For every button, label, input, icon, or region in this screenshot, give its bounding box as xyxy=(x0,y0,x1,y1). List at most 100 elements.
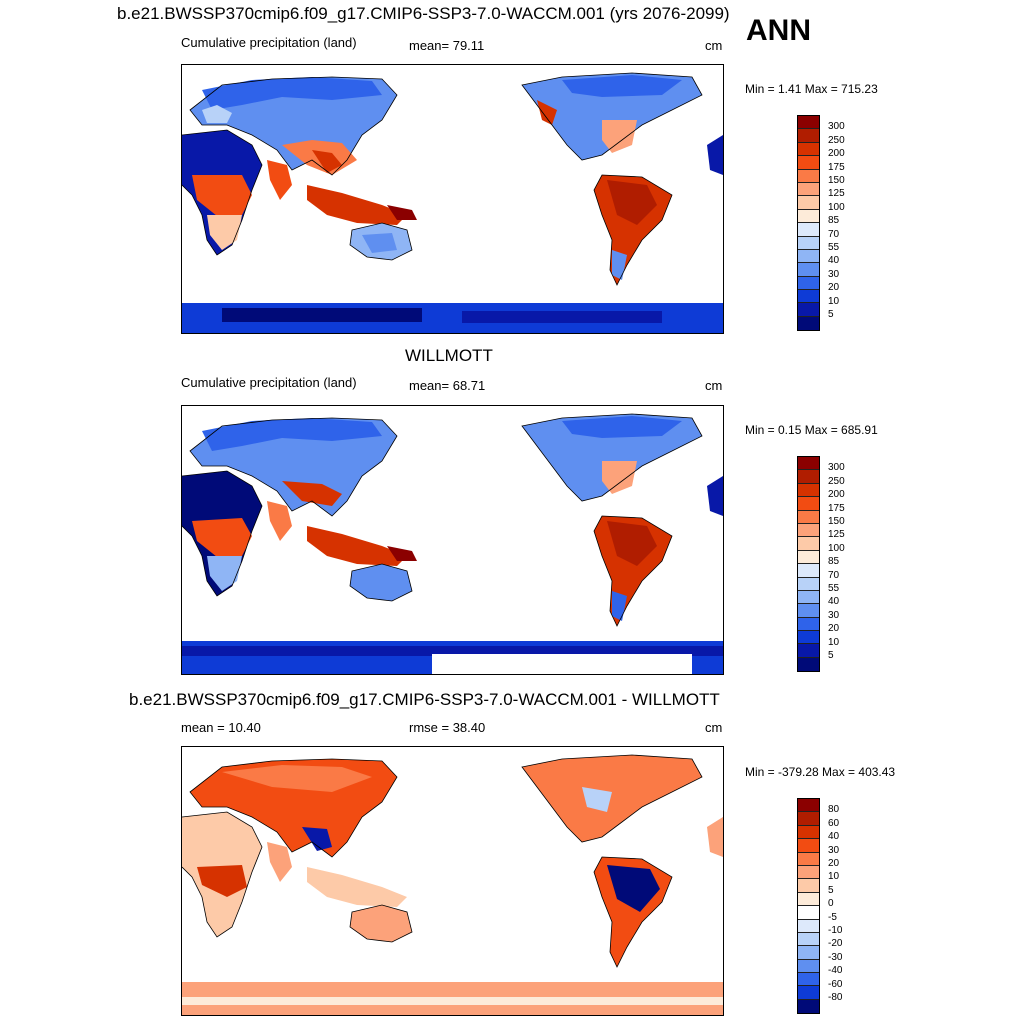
colorbar-label: 300 xyxy=(828,462,845,474)
colorbar-label: 5 xyxy=(828,309,834,320)
panel2-mean: mean= 68.71 xyxy=(409,378,486,393)
colorbar-label: 80 xyxy=(828,804,840,816)
colorbar-swatch xyxy=(798,812,819,826)
colorbar-label: 20 xyxy=(828,858,840,869)
colorbar-swatch xyxy=(798,497,819,511)
colorbar-label: 100 xyxy=(828,542,845,554)
panel1-title: b.e21.BWSSP370cmip6.f09_g17.CMIP6-SSP3-7… xyxy=(117,4,730,23)
colorbar-label: 150 xyxy=(828,516,845,527)
panel1-minmax: Min = 1.41 Max = 715.23 xyxy=(745,82,878,96)
panel3-title: b.e21.BWSSP370cmip6.f09_g17.CMIP6-SSP3-7… xyxy=(129,690,720,709)
panel2-title: WILLMOTT xyxy=(405,346,493,365)
colorbar-label: 125 xyxy=(828,529,845,541)
colorbar-label: 10 xyxy=(828,636,840,648)
colorbar-swatch xyxy=(798,236,819,250)
colorbar-swatch xyxy=(798,523,819,538)
colorbar-label: 40 xyxy=(828,255,840,267)
colorbar-label: 40 xyxy=(828,831,840,843)
colorbar-swatch xyxy=(798,590,819,605)
colorbar-label: 70 xyxy=(828,569,840,581)
colorbar-swatch xyxy=(798,852,819,866)
colorbar-swatch xyxy=(798,249,819,264)
colorbar-swatch xyxy=(798,644,819,658)
colorbar-label: 175 xyxy=(828,502,845,514)
colorbar-label: 250 xyxy=(828,134,845,146)
colorbar-swatch xyxy=(798,577,819,591)
colorbar-label: 55 xyxy=(828,583,840,594)
colorbar-swatch xyxy=(798,457,819,471)
colorbar-label: 20 xyxy=(828,282,840,294)
colorbar-label: 10 xyxy=(828,295,840,307)
colorbar-label: -60 xyxy=(828,978,843,990)
colorbar-label: 5 xyxy=(828,884,834,896)
colorbar-swatch xyxy=(798,986,819,1000)
panel1-colorbar xyxy=(797,115,820,332)
panel1-map xyxy=(181,64,724,334)
colorbar-label: 70 xyxy=(828,228,840,240)
colorbar-swatch xyxy=(798,470,819,484)
colorbar-label: 150 xyxy=(828,175,845,186)
colorbar-swatch xyxy=(798,657,819,672)
colorbar-swatch xyxy=(798,316,819,331)
colorbar-swatch xyxy=(798,182,819,197)
colorbar-swatch xyxy=(798,906,819,920)
colorbar-label: 125 xyxy=(828,188,845,200)
colorbar-swatch xyxy=(798,223,819,237)
colorbar-label: 30 xyxy=(828,268,840,280)
colorbar-swatch xyxy=(798,892,819,907)
colorbar-label: 300 xyxy=(828,121,845,133)
panel3-rmse: rmse = 38.40 xyxy=(409,720,486,735)
panel1-units: cm xyxy=(705,38,723,53)
colorbar-label: -5 xyxy=(828,911,837,923)
colorbar-swatch xyxy=(798,932,819,947)
colorbar-swatch xyxy=(798,483,819,498)
panel3-units: cm xyxy=(705,720,723,735)
colorbar-swatch xyxy=(798,825,819,840)
colorbar-swatch xyxy=(798,999,819,1014)
colorbar-label: 30 xyxy=(828,609,840,621)
colorbar-swatch xyxy=(798,617,819,632)
colorbar-swatch xyxy=(798,537,819,551)
panel3-mean: mean = 10.40 xyxy=(181,720,261,735)
colorbar-label: 200 xyxy=(828,148,845,160)
colorbar-swatch xyxy=(798,865,819,880)
colorbar-label: -30 xyxy=(828,951,843,963)
colorbar-swatch xyxy=(798,196,819,210)
panel3-map xyxy=(181,746,724,1016)
colorbar-swatch xyxy=(798,550,819,565)
colorbar-swatch xyxy=(798,116,819,130)
colorbar-label: -80 xyxy=(828,992,843,1003)
colorbar-swatch xyxy=(798,973,819,987)
panel1-variable-label: Cumulative precipitation (land) xyxy=(181,35,357,50)
colorbar-label: 100 xyxy=(828,201,845,213)
panel1-mean: mean= 79.11 xyxy=(409,38,485,53)
colorbar-swatch xyxy=(798,263,819,277)
colorbar-swatch xyxy=(798,510,819,524)
panel2-colorbar xyxy=(797,456,820,673)
panel2-units: cm xyxy=(705,378,723,393)
colorbar-swatch xyxy=(798,631,819,645)
colorbar-swatch xyxy=(798,839,819,853)
colorbar-label: 85 xyxy=(828,556,840,568)
colorbar-label: -20 xyxy=(828,938,843,950)
colorbar-swatch xyxy=(798,959,819,974)
colorbar-label: 5 xyxy=(828,650,834,661)
colorbar-swatch xyxy=(798,169,819,183)
colorbar-swatch xyxy=(798,604,819,618)
colorbar-label: 55 xyxy=(828,242,840,253)
colorbar-swatch xyxy=(798,799,819,813)
colorbar-swatch xyxy=(798,879,819,893)
colorbar-swatch xyxy=(798,564,819,578)
colorbar-swatch xyxy=(798,209,819,224)
panel3-minmax: Min = -379.28 Max = 403.43 xyxy=(745,765,896,779)
panel2-minmax: Min = 0.15 Max = 685.91 xyxy=(745,423,878,437)
colorbar-label: 200 xyxy=(828,489,845,501)
season-label: ANN xyxy=(746,14,811,47)
colorbar-label: 60 xyxy=(828,817,840,829)
colorbar-swatch xyxy=(798,142,819,157)
colorbar-swatch xyxy=(798,303,819,317)
panel3-colorbar xyxy=(797,798,820,1015)
colorbar-label: -40 xyxy=(828,965,843,977)
colorbar-swatch xyxy=(798,276,819,291)
colorbar-label: 250 xyxy=(828,475,845,487)
